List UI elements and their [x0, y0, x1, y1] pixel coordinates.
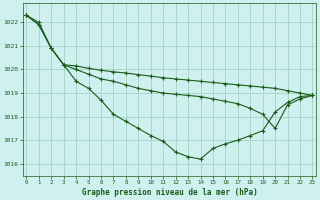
X-axis label: Graphe pression niveau de la mer (hPa): Graphe pression niveau de la mer (hPa): [82, 188, 257, 197]
